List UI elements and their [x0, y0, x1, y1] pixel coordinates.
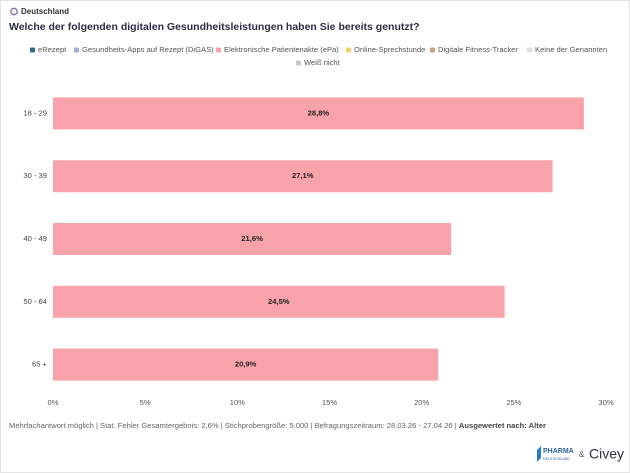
logo-partner: Civey	[589, 446, 624, 462]
legend-label: Online-Sprechstunde	[354, 45, 425, 54]
region: Deutschland	[21, 7, 69, 16]
y-tick-label: 50 - 64	[23, 297, 47, 306]
footer-note: Mehrfachantwort möglich | Stat. Fehler G…	[9, 421, 546, 430]
bar	[53, 285, 505, 318]
logo-icon	[537, 446, 541, 462]
y-tick-label: 65 +	[32, 360, 48, 369]
x-tick-label: 25%	[506, 398, 521, 407]
legend-marker	[527, 47, 532, 53]
logo-brand: PHARMA	[543, 448, 574, 455]
legend-label: Elektronische Patientenakte (ePa)	[224, 45, 339, 54]
value-label: 24,5%	[268, 297, 290, 306]
legend-marker	[430, 47, 435, 53]
legend-label: eRezept	[38, 45, 67, 54]
x-tick-label: 5%	[140, 398, 151, 407]
y-tick-label: 30 - 39	[23, 171, 47, 180]
x-tick-label: 0%	[48, 398, 59, 407]
value-label: 28,8%	[308, 108, 330, 117]
bar	[53, 348, 439, 381]
value-label: 21,6%	[241, 234, 263, 243]
note: Mehrfachantwort möglich | Stat. Fehler G…	[9, 421, 459, 430]
logo-brand-sub: DEUTSCHLAND	[543, 457, 570, 461]
x-tick-label: 20%	[414, 398, 429, 407]
legend-marker	[346, 47, 351, 53]
y-tick-label: 18 - 29	[23, 108, 47, 117]
legend-marker	[74, 47, 79, 53]
y-tick-label: 40 - 49	[23, 234, 47, 243]
legend-label: Digitale Fitness-Tracker	[438, 45, 518, 54]
chart-title: Welche der folgenden digitalen Gesundhei…	[9, 21, 420, 33]
x-tick-label: 10%	[230, 398, 245, 407]
legend-marker	[30, 47, 35, 53]
legend-marker	[216, 47, 221, 53]
note-bold: Ausgewertet nach: Alter	[459, 421, 546, 430]
region-icon	[10, 7, 18, 16]
x-tick-label: 15%	[322, 398, 337, 407]
bar	[53, 223, 452, 255]
legend-label: Keine der Genannten	[535, 45, 607, 54]
bar	[53, 160, 553, 193]
logo-and: &	[579, 450, 585, 459]
legend-marker	[296, 60, 301, 66]
bar	[53, 97, 584, 130]
legend-label: Gesundheits-Apps auf Rezept (DiGAS)	[82, 45, 214, 54]
value-label: 20,9%	[235, 360, 257, 369]
legend-label: Weiß nicht	[304, 58, 341, 67]
x-tick-label: 30%	[598, 398, 613, 407]
value-label: 27,1%	[292, 171, 314, 180]
